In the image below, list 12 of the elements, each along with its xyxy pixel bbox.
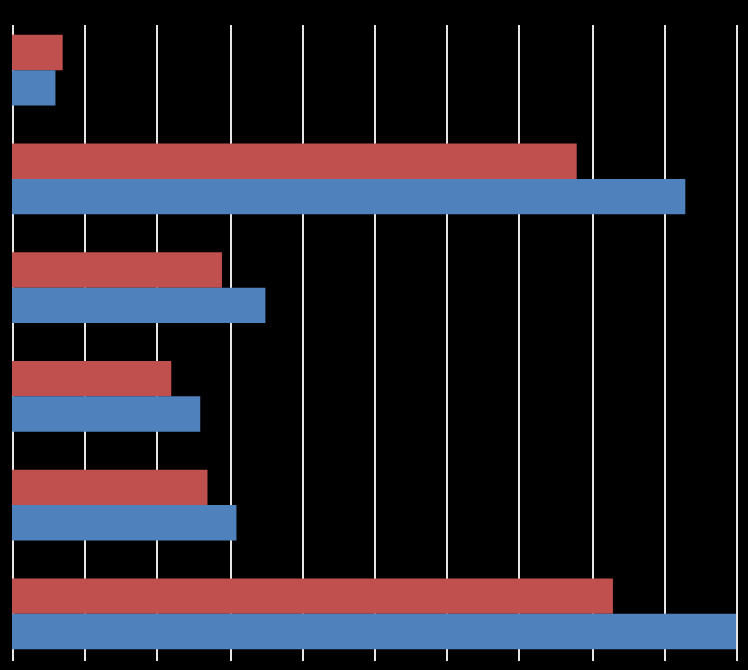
bar <box>12 178 686 215</box>
bar <box>12 578 613 614</box>
bar <box>12 34 63 71</box>
bar <box>12 70 56 106</box>
bar <box>12 361 172 397</box>
bar <box>12 469 208 506</box>
bar <box>12 505 237 541</box>
bar <box>12 613 736 650</box>
bar <box>12 396 201 432</box>
bar <box>12 252 222 288</box>
bar <box>12 287 266 323</box>
bar <box>12 143 577 179</box>
